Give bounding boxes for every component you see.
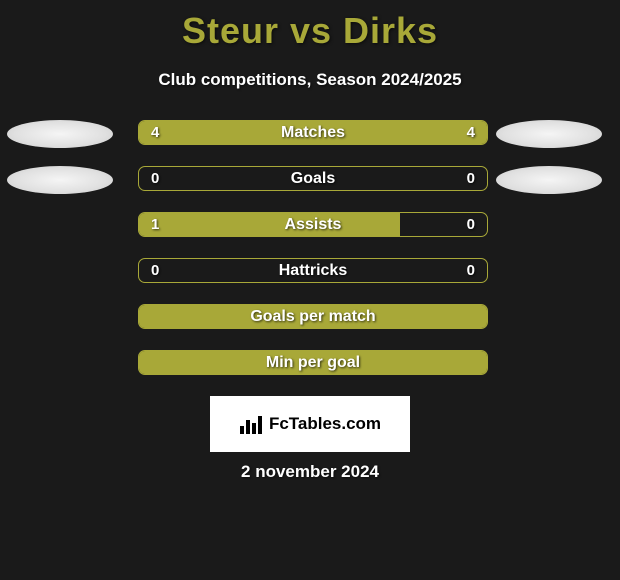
stat-value-left: 1: [151, 213, 159, 236]
stat-bar-left-fill: [139, 213, 400, 236]
stat-bar-right-fill: [313, 121, 487, 144]
stat-value-right: 0: [467, 167, 475, 190]
branding-logo-text: FcTables.com: [269, 414, 381, 434]
stat-bar-left-fill: [139, 351, 487, 374]
comparison-row: 10Assists: [0, 212, 620, 258]
stat-value-left: 0: [151, 167, 159, 190]
page-title: Steur vs Dirks: [0, 0, 620, 52]
stat-label: Goals: [139, 167, 487, 190]
stat-bar: 0 0Hattricks: [138, 258, 488, 283]
stat-bar: 44Matches: [138, 120, 488, 145]
stat-bar: Goals per match: [138, 304, 488, 329]
stat-value-left: 0: [151, 259, 159, 282]
comparison-row: 0 0Goals: [0, 166, 620, 212]
page-subtitle: Club competitions, Season 2024/2025: [0, 70, 620, 90]
bars-icon: [239, 414, 263, 434]
stat-value-left: 4: [151, 121, 159, 144]
footer-date: 2 november 2024: [0, 462, 620, 482]
comparison-row: 0 0Hattricks: [0, 258, 620, 304]
comparison-row: 44Matches: [0, 120, 620, 166]
stat-bar-left-fill: [139, 121, 313, 144]
player-silhouette-left: [7, 120, 113, 148]
stat-bar: 10Assists: [138, 212, 488, 237]
player-silhouette-left: [7, 166, 113, 194]
player-silhouette-right: [496, 120, 602, 148]
stat-value-right: 0: [467, 259, 475, 282]
stat-bar-left-fill: [139, 305, 487, 328]
comparison-row: Goals per match: [0, 304, 620, 350]
comparison-row: Min per goal: [0, 350, 620, 396]
player-silhouette-right: [496, 166, 602, 194]
stat-bar: Min per goal: [138, 350, 488, 375]
branding-logo: FcTables.com: [210, 396, 410, 452]
comparison-chart: 44Matches00Goals10Assists00HattricksGoal…: [0, 120, 620, 396]
stat-value-right: 0: [467, 213, 475, 236]
stat-value-right: 4: [467, 121, 475, 144]
stat-bar: 0 0Goals: [138, 166, 488, 191]
stat-label: Hattricks: [139, 259, 487, 282]
